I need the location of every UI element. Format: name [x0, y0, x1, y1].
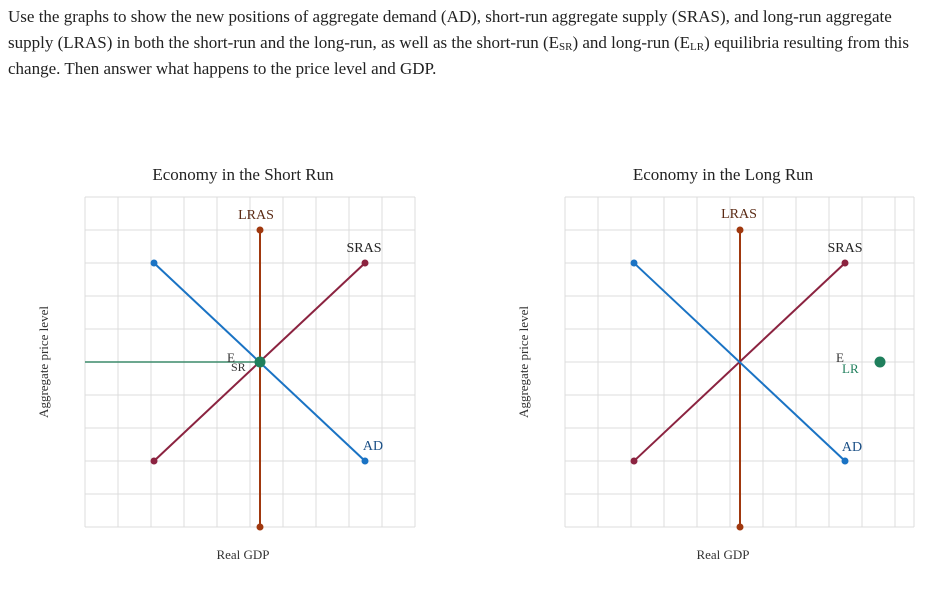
lras-label: LRAS	[238, 208, 274, 223]
eq-marker[interactable]	[254, 356, 266, 368]
y-axis-label: Aggregate price level	[516, 306, 531, 418]
graph-long-run-canvas[interactable]: Economy in the Long Run Aggregate price …	[510, 160, 930, 570]
ad-handle-top[interactable]	[150, 259, 158, 267]
prompt-text-2: ) and long-run (E	[572, 33, 691, 52]
eq-label-main: E	[227, 350, 235, 365]
prompt-text-3: ) equilibria resulting from this change.…	[8, 33, 909, 78]
sras-handle-top[interactable]	[361, 259, 369, 267]
sras-handle-bottom[interactable]	[630, 457, 638, 465]
question-prompt: Use the graphs to show the new positions…	[8, 4, 928, 82]
ad-label: AD	[842, 440, 862, 455]
ad-curve[interactable]	[633, 262, 846, 462]
prompt-text-1: Use the graphs to show the new positions…	[8, 7, 892, 52]
sras-handle-top[interactable]	[841, 259, 849, 267]
lras-handle-bottom[interactable]	[256, 523, 264, 531]
prompt-sub-sr: SR	[559, 41, 573, 53]
graph-long-run: Economy in the Long Run Aggregate price …	[510, 160, 930, 570]
graph-short-run-canvas[interactable]: Economy in the Short Run Aggregate price…	[30, 160, 430, 570]
ad-handle-bottom[interactable]	[841, 457, 849, 465]
graph-short-run: Economy in the Short Run Aggregate price…	[30, 160, 430, 570]
eq-label-sub: SR	[231, 360, 246, 374]
lras-handle-bottom[interactable]	[736, 523, 744, 531]
ad-handle-bottom[interactable]	[361, 457, 369, 465]
y-axis-label: Aggregate price level	[36, 306, 51, 418]
lras-handle-top[interactable]	[736, 226, 744, 234]
lras-handle-top[interactable]	[256, 226, 264, 234]
sras-label: SRAS	[346, 241, 381, 256]
eq-label-main: E	[836, 350, 844, 365]
sras-label: SRAS	[827, 241, 862, 256]
ad-handle-top[interactable]	[630, 259, 638, 267]
lras-label: LRAS	[721, 207, 757, 222]
sras-handle-bottom[interactable]	[150, 457, 158, 465]
prompt-sub-lr: LR	[690, 41, 705, 53]
eq-marker[interactable]	[874, 356, 886, 368]
eq-label-sub: LR	[842, 361, 859, 376]
x-axis-label: Real GDP	[696, 547, 749, 562]
graph-title: Economy in the Long Run	[633, 165, 814, 184]
graph-title: Economy in the Short Run	[152, 165, 334, 184]
x-axis-label: Real GDP	[216, 547, 269, 562]
ad-label: AD	[363, 439, 383, 454]
